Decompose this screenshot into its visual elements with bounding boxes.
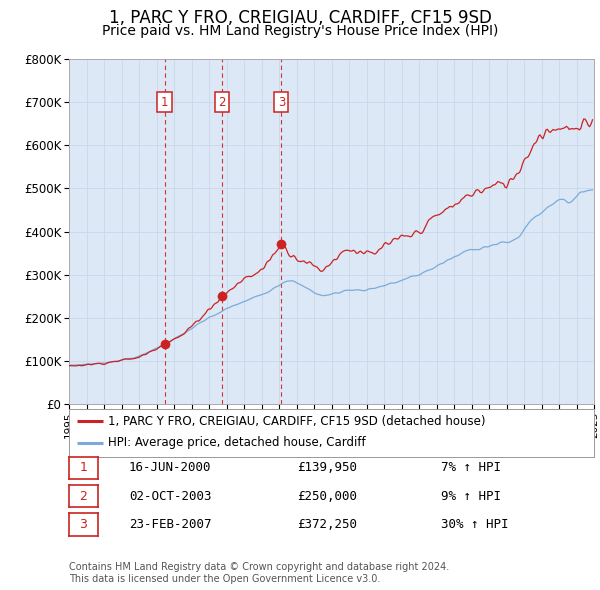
Text: £250,000: £250,000 <box>297 490 357 503</box>
Text: 9% ↑ HPI: 9% ↑ HPI <box>441 490 501 503</box>
Text: 1, PARC Y FRO, CREIGIAU, CARDIFF, CF15 9SD: 1, PARC Y FRO, CREIGIAU, CARDIFF, CF15 9… <box>109 9 491 27</box>
Text: 30% ↑ HPI: 30% ↑ HPI <box>441 518 509 531</box>
Text: 1, PARC Y FRO, CREIGIAU, CARDIFF, CF15 9SD (detached house): 1, PARC Y FRO, CREIGIAU, CARDIFF, CF15 9… <box>109 415 486 428</box>
Text: £139,950: £139,950 <box>297 461 357 474</box>
Text: 7% ↑ HPI: 7% ↑ HPI <box>441 461 501 474</box>
Text: 2: 2 <box>79 490 88 503</box>
Text: HPI: Average price, detached house, Cardiff: HPI: Average price, detached house, Card… <box>109 436 366 449</box>
Text: £372,250: £372,250 <box>297 518 357 531</box>
Text: 2: 2 <box>218 96 226 109</box>
Text: 16-JUN-2000: 16-JUN-2000 <box>129 461 212 474</box>
Text: 23-FEB-2007: 23-FEB-2007 <box>129 518 212 531</box>
Text: Price paid vs. HM Land Registry's House Price Index (HPI): Price paid vs. HM Land Registry's House … <box>102 24 498 38</box>
Text: 3: 3 <box>278 96 285 109</box>
Text: Contains HM Land Registry data © Crown copyright and database right 2024.
This d: Contains HM Land Registry data © Crown c… <box>69 562 449 584</box>
Text: 1: 1 <box>161 96 169 109</box>
Text: 02-OCT-2003: 02-OCT-2003 <box>129 490 212 503</box>
Text: 3: 3 <box>79 518 88 531</box>
Text: 1: 1 <box>79 461 88 474</box>
